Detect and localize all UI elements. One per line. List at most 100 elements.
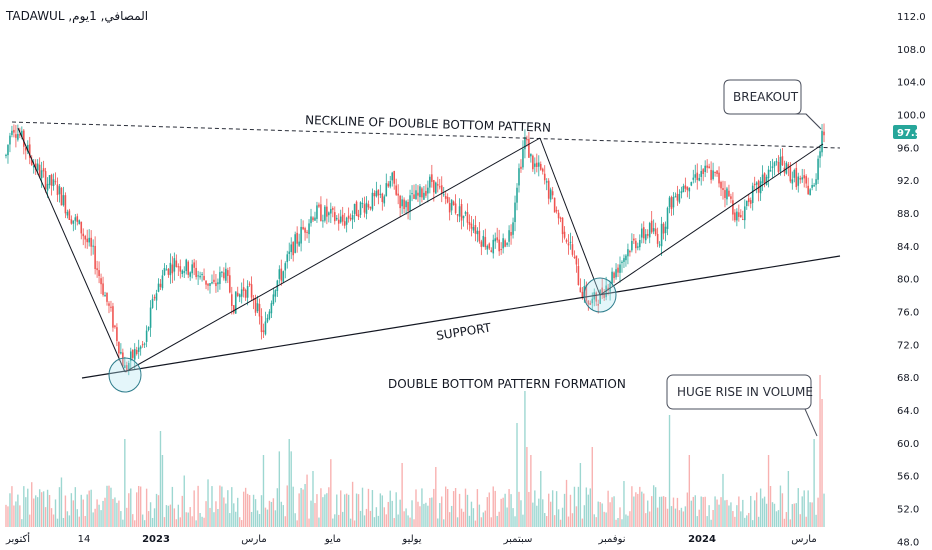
volume-bar: [80, 494, 82, 527]
volume-bar: [559, 519, 562, 527]
candle-body: [102, 283, 104, 295]
volume-bar: [482, 512, 485, 527]
volume-bar: [546, 516, 548, 527]
candle-body: [442, 194, 445, 196]
candle-body: [363, 204, 366, 213]
volume-bar: [654, 487, 657, 527]
candle-body: [274, 290, 277, 297]
volume-bar: [343, 494, 346, 527]
volume-bar: [316, 494, 318, 527]
candle-body: [640, 228, 643, 238]
candle-body: [300, 226, 302, 244]
candle-body: [793, 170, 796, 178]
candle-body: [571, 244, 574, 255]
candle-body: [656, 233, 659, 244]
volume-bar: [443, 519, 445, 527]
candle-body: [28, 144, 31, 158]
candle-body: [68, 210, 71, 220]
candle-body: [436, 184, 439, 186]
volume-bar: [23, 486, 25, 527]
candle-body: [5, 154, 7, 157]
volume-bar: [742, 499, 744, 527]
candle-body: [248, 283, 251, 286]
candle-body: [518, 168, 520, 186]
candle-body: [654, 228, 657, 235]
volume-bar: [635, 492, 637, 527]
volume-bar: [692, 496, 694, 527]
volume-bar: [437, 518, 439, 527]
candle-body: [452, 201, 455, 206]
candle-body: [187, 261, 190, 275]
candle-body: [637, 246, 639, 248]
volume-bar: [750, 495, 752, 527]
volume-bar: [159, 431, 162, 527]
volume-bar: [90, 489, 92, 527]
candle-body: [175, 260, 178, 267]
candle-body: [333, 212, 336, 222]
candle-body: [642, 227, 645, 239]
candle-body: [244, 289, 247, 298]
candle-body: [603, 293, 605, 298]
candle-body: [197, 275, 199, 277]
volume-bar: [775, 511, 778, 527]
candle-body: [40, 170, 43, 179]
volume-bar: [647, 500, 649, 527]
volume-bar: [706, 516, 708, 527]
volume-bar: [38, 489, 41, 527]
volume-bar: [320, 488, 322, 527]
volume-bar: [801, 496, 803, 527]
candle-body: [38, 164, 41, 178]
candle-body: [512, 222, 514, 235]
volume-bar: [761, 498, 764, 527]
candle-body: [7, 144, 9, 156]
volume-bar: [462, 511, 465, 527]
candle-body: [718, 172, 720, 184]
candle-body: [536, 162, 538, 167]
candle-body: [698, 177, 701, 181]
volume-bar: [496, 515, 498, 527]
candle-body: [312, 217, 314, 221]
volume-bar: [730, 502, 732, 527]
volume-bar: [417, 501, 419, 527]
candle-body: [672, 196, 675, 208]
candle-body: [62, 195, 65, 206]
candle-body: [438, 186, 441, 188]
volume-bar: [575, 506, 578, 527]
volume-bar: [540, 471, 542, 527]
candle-body: [553, 197, 556, 213]
volume-bar: [504, 493, 506, 527]
volume-bar: [351, 481, 354, 527]
volume-bar: [191, 516, 193, 527]
time-axis[interactable]: أكتوبر 14 2023 مارس مايو يوليو سبتمبر نوفمبر 202…: [5, 532, 817, 545]
time-tick-label: سبتمبر: [503, 534, 533, 545]
volume-bar: [549, 501, 552, 527]
price-axis[interactable]: 112.0 108.0 104.0 100.0 96.0 92.0 88.0 84.0 80.0…: [897, 12, 926, 548]
candle-body: [54, 181, 57, 183]
candle-body: [227, 270, 229, 276]
volume-bar: [276, 488, 279, 527]
volume-bar: [652, 485, 655, 527]
volume-bar: [310, 500, 312, 527]
volume-bar: [246, 493, 249, 527]
candle-body: [129, 351, 132, 362]
candle-body: [149, 307, 152, 328]
candle-body: [76, 216, 79, 222]
volume-bar: [589, 488, 591, 527]
candle-body: [272, 294, 275, 304]
volume-bar: [783, 518, 786, 527]
candle-body: [779, 156, 782, 172]
candle-body: [88, 237, 90, 243]
candle-body: [431, 174, 433, 182]
volume-bar: [262, 455, 265, 527]
volume-bar: [373, 517, 376, 527]
volume-bar: [280, 501, 282, 527]
candle-body: [238, 294, 241, 298]
price-tick-label: 64.0: [897, 406, 919, 417]
candle-body: [284, 263, 287, 271]
candle-body: [633, 238, 635, 241]
volume-bar: [11, 486, 13, 527]
candle-body: [389, 181, 392, 187]
volume-bar: [201, 516, 203, 527]
volume-bar: [326, 493, 328, 527]
